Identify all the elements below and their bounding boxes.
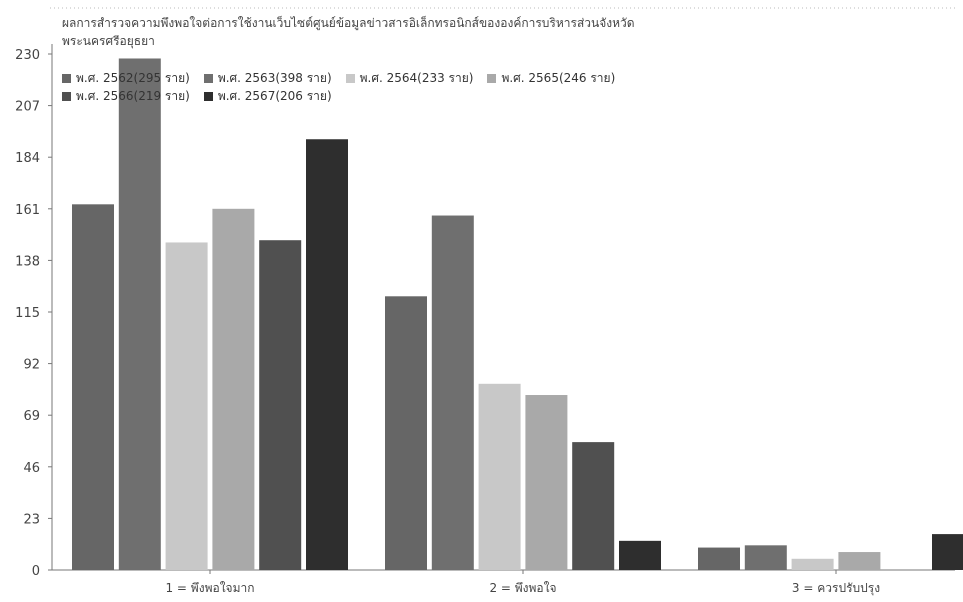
bar (791, 558, 834, 570)
bar (306, 139, 348, 570)
bar (165, 242, 208, 570)
legend-label: พ.ศ. 2562(295 ราย) (76, 71, 190, 85)
bar (698, 547, 740, 570)
y-tick-label: 92 (23, 358, 40, 373)
bar (619, 540, 661, 570)
legend-item: พ.ศ. 2565(246 ราย) (487, 69, 615, 87)
bar (212, 208, 255, 571)
bar (385, 296, 427, 570)
legend-item: พ.ศ. 2563(398 ราย) (203, 69, 332, 87)
legend-swatch (203, 92, 213, 101)
bar (572, 442, 615, 570)
bar (932, 534, 963, 570)
legend-item: พ.ศ. 2567(206 ราย) (203, 87, 332, 105)
legend-swatch (62, 92, 71, 101)
legend-swatch (203, 74, 213, 83)
y-tick-label: 230 (15, 48, 40, 63)
y-tick-label: 138 (15, 254, 40, 269)
chart-title-line-2: พระนครศรีอยุธยา (62, 34, 155, 48)
bar (431, 215, 474, 570)
legend-item: พ.ศ. 2564(233 ราย) (345, 69, 474, 87)
bar (259, 240, 302, 571)
x-tick-label: 1 = พึงพอใจมาก (165, 581, 254, 595)
y-tick-label: 69 (23, 409, 40, 424)
chart-legend: พ.ศ. 2562(295 ราย) พ.ศ. 2563(398 ราย) พ.ศ.… (62, 69, 882, 105)
legend-item: พ.ศ. 2566(219 ราย) (62, 87, 190, 105)
legend-label: พ.ศ. 2563(398 ราย) (217, 71, 332, 85)
legend-swatch (62, 74, 71, 83)
legend-label: พ.ศ. 2566(219 ราย) (76, 89, 190, 103)
bar (525, 395, 568, 570)
y-tick-label: 0 (32, 564, 40, 579)
legend-label: พ.ศ. 2565(246 ราย) (501, 71, 616, 85)
bar (744, 545, 787, 570)
chart-title-line-1: ผลการสำรวจความพึงพอใจต่อการใช้งานเว็บไซต… (62, 16, 635, 30)
legend-swatch (345, 74, 355, 83)
bar (118, 58, 161, 570)
bar (838, 552, 881, 570)
y-tick-label: 161 (15, 203, 40, 218)
legend-item: พ.ศ. 2562(295 ราย) (62, 69, 190, 87)
y-tick-label: 184 (15, 151, 40, 166)
legend-swatch (487, 74, 497, 83)
legend-label: พ.ศ. 2567(206 ราย) (217, 89, 332, 103)
y-tick-label: 46 (23, 461, 40, 476)
y-tick-label: 23 (23, 512, 40, 527)
legend-label: พ.ศ. 2564(233 ราย) (359, 71, 474, 85)
x-tick-label: 3 = ควรปรับปรุง (792, 581, 880, 596)
y-tick-label: 115 (15, 306, 40, 321)
bar (478, 383, 521, 570)
x-tick-label: 2 = พึงพอใจ (489, 581, 556, 595)
bar (72, 204, 114, 570)
y-tick-label: 207 (15, 100, 40, 115)
